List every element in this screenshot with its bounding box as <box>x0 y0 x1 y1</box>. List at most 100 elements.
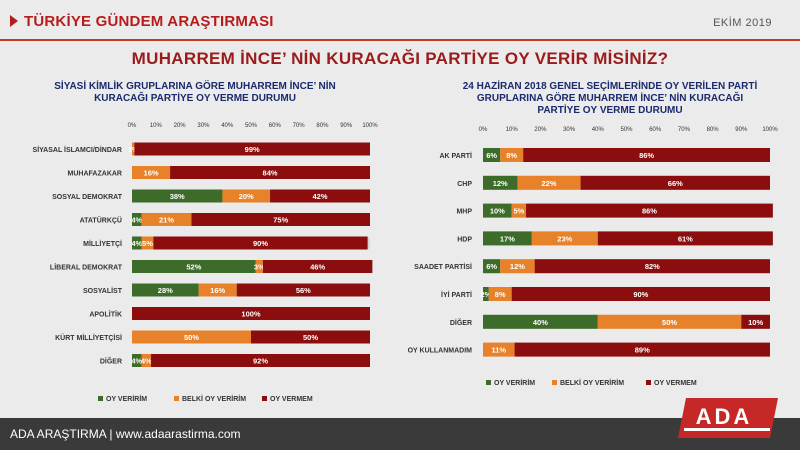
right-tick-label: 80% <box>707 127 720 133</box>
left-category-label: APOLİTİK <box>89 311 122 319</box>
right-legend-label: OY VERMEM <box>654 380 697 387</box>
right-data-label: 10% <box>748 318 763 327</box>
right-data-label: 89% <box>635 346 650 355</box>
right-data-label: 61% <box>678 234 693 243</box>
left-tick-label: 70% <box>293 123 306 129</box>
left-data-label: 3% <box>254 263 265 272</box>
right-tick-label: 100% <box>762 127 778 133</box>
left-bar-segment <box>255 260 263 273</box>
left-data-label: 4% <box>131 239 142 248</box>
left-bar-segment <box>191 213 370 226</box>
right-tick-label: 20% <box>534 127 547 133</box>
left-bar-segment <box>222 189 271 203</box>
left-chart-title-line-1: KURACAĞI PARTİYE OY VERME DURUMU <box>94 93 296 104</box>
right-bar-segment <box>511 287 770 301</box>
title-arrow-icon <box>10 15 18 27</box>
left-legend-label: BELKİ OY VERİRİM <box>182 395 246 403</box>
left-data-label: 52% <box>186 263 201 272</box>
left-data-label: 46% <box>310 263 325 272</box>
ada-logo: ADA <box>678 398 778 438</box>
right-data-label: 82% <box>645 262 660 271</box>
right-bar-segment <box>500 259 535 274</box>
right-bar-segment <box>514 342 770 357</box>
right-bar-segment <box>526 203 773 218</box>
left-tick-label: 30% <box>197 123 210 129</box>
left-chart-title-line-0: SİYASİ KİMLİK GRUPLARINA GÖRE MUHARREM İ… <box>54 81 336 92</box>
left-tick-label: 80% <box>316 123 329 129</box>
right-data-label: 6% <box>486 262 497 271</box>
right-data-label: 86% <box>639 151 654 160</box>
right-bar-segment <box>483 314 598 329</box>
right-legend-label: BELKİ OY VERİRİM <box>560 379 624 387</box>
right-data-label: 12% <box>510 262 525 271</box>
right-bar-segment <box>483 259 501 274</box>
footer-bar: ADA ARAŞTIRMA | www.adaarastirma.com <box>0 418 800 450</box>
right-data-label: 86% <box>642 207 657 216</box>
right-chart-title-line-1: GRUPLARINA GÖRE MUHARREM İNCE’ NİN KURAC… <box>476 93 744 104</box>
main-title: MUHARREM İNCE’ NİN KURACAĞI PARTİYE OY V… <box>131 49 669 68</box>
left-bar-segment <box>153 236 368 250</box>
left-legend-label: OY VERİRİM <box>106 395 147 403</box>
brand-title: TÜRKİYE GÜNDEM ARAŞTIRMASI <box>24 13 274 30</box>
right-tick-label: 70% <box>678 127 691 133</box>
right-tick-label: 30% <box>563 127 576 133</box>
right-bar-segment <box>483 175 518 190</box>
right-data-label: 50% <box>662 318 677 327</box>
left-bar-segment <box>141 354 152 367</box>
left-bar-segment <box>132 260 256 273</box>
footer-text[interactable]: ADA ARAŞTIRMA | www.adaarastirma.com <box>10 427 241 441</box>
report-date: EKİM 2019 <box>713 17 772 29</box>
right-bar-segment <box>597 314 742 329</box>
right-data-label: 90% <box>633 290 648 299</box>
left-data-label: 16% <box>210 286 225 295</box>
left-data-label: 20% <box>239 192 254 201</box>
right-bar-segment <box>511 203 527 218</box>
left-bar-segment <box>251 330 370 344</box>
right-bar-segment <box>517 175 581 190</box>
left-category-label: LİBERAL DEMOKRAT <box>50 264 123 272</box>
left-bar-segment <box>236 283 370 297</box>
right-category-label: CHP <box>457 181 472 188</box>
right-tick-label: 0% <box>479 127 488 133</box>
right-tick-label: 90% <box>735 127 748 133</box>
left-tick-label: 40% <box>221 123 234 129</box>
right-data-label: 17% <box>500 234 515 243</box>
charts-canvas: 0% 10% 20% 30% 40% 50% 60% 70% 80% 90% 100% SİYASAL… <box>33 123 779 403</box>
right-bar-segment <box>483 287 489 301</box>
left-bar-segment <box>141 213 192 226</box>
left-legend-swatch <box>262 396 267 401</box>
right-data-label: 8% <box>506 151 517 160</box>
right-bar-segment <box>483 203 512 218</box>
left-category-label: DİĞER <box>100 357 122 366</box>
left-bar-segment <box>132 330 251 344</box>
left-bar-segment <box>132 236 142 250</box>
left-bar-segment <box>141 236 154 250</box>
left-tick-label: 10% <box>150 123 163 129</box>
right-data-label: 11% <box>491 346 506 355</box>
left-data-label: 4% <box>141 357 152 366</box>
right-tick-label: 50% <box>620 127 633 133</box>
left-data-label: 1% <box>128 145 139 154</box>
right-data-label: 40% <box>533 318 548 327</box>
left-tick-label: 20% <box>174 123 187 129</box>
left-legend-swatch <box>98 396 103 401</box>
right-chart-title-line-0: 24 HAZİRAN 2018 GENEL SEÇİMLERİNDE OY VE… <box>462 81 758 92</box>
right-bar-segment <box>597 231 773 246</box>
left-data-label: 5% <box>142 239 153 248</box>
right-bar-segment <box>531 231 598 246</box>
right-legend-swatch <box>486 380 491 385</box>
left-data-label: 28% <box>158 286 173 295</box>
left-bar-segment <box>151 354 370 367</box>
right-data-label: 8% <box>495 290 506 299</box>
right-data-label: 12% <box>493 179 508 188</box>
right-bar-segment <box>488 287 512 301</box>
left-tick-label: 100% <box>362 123 378 129</box>
left-data-label: 38% <box>170 192 185 201</box>
right-tick-label: 10% <box>506 127 519 133</box>
right-bar-segment <box>580 175 770 190</box>
left-data-label: 4% <box>131 357 142 366</box>
left-data-label: 90% <box>253 239 268 248</box>
right-data-label: 6% <box>486 151 497 160</box>
left-bar-segment <box>170 166 370 179</box>
left-bar-segment <box>270 189 370 203</box>
